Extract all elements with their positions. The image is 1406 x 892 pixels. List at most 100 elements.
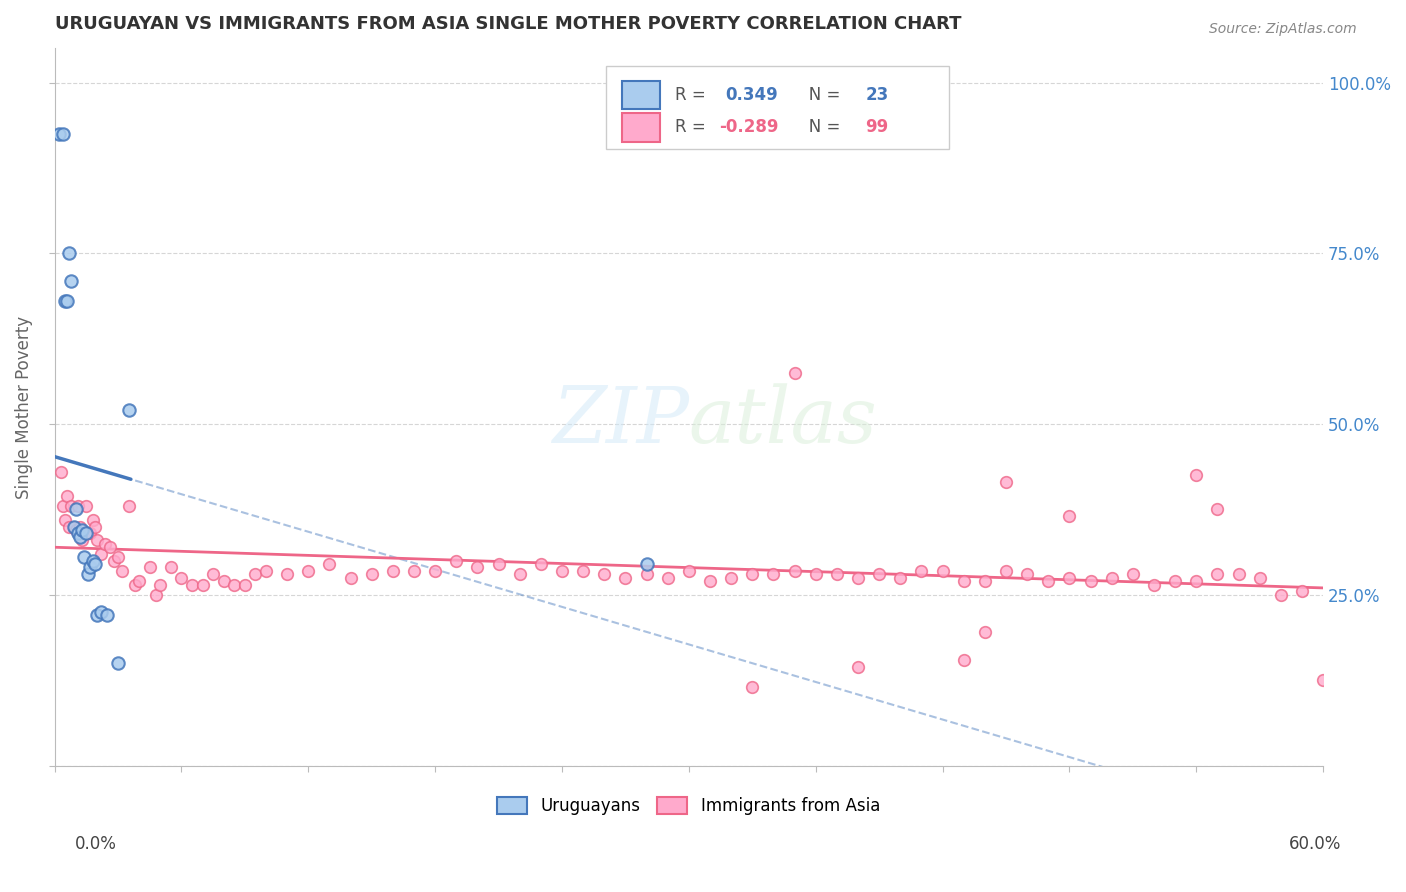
Point bbox=[94, 536, 117, 550]
Point bbox=[60, 274, 83, 288]
Point bbox=[52, 499, 75, 513]
Point bbox=[58, 246, 80, 260]
Point bbox=[202, 567, 225, 582]
Point bbox=[49, 465, 72, 479]
Text: 0.349: 0.349 bbox=[725, 86, 779, 104]
Point bbox=[56, 294, 79, 309]
Point bbox=[69, 519, 91, 533]
Point bbox=[1227, 567, 1250, 582]
Point bbox=[509, 567, 531, 582]
Point bbox=[1143, 577, 1166, 591]
Point bbox=[339, 571, 361, 585]
Point bbox=[636, 567, 658, 582]
Point bbox=[73, 526, 96, 541]
Text: Source: ZipAtlas.com: Source: ZipAtlas.com bbox=[1209, 22, 1357, 37]
FancyBboxPatch shape bbox=[606, 66, 949, 149]
Point bbox=[96, 608, 118, 623]
Point bbox=[77, 567, 100, 582]
Point bbox=[1206, 567, 1229, 582]
Text: -0.289: -0.289 bbox=[720, 119, 779, 136]
Point bbox=[318, 557, 340, 571]
Point bbox=[53, 294, 76, 309]
Point bbox=[994, 564, 1017, 578]
Point bbox=[90, 605, 112, 619]
Point bbox=[73, 550, 96, 565]
Point bbox=[381, 564, 404, 578]
Point bbox=[128, 574, 150, 589]
Point bbox=[952, 574, 974, 589]
Point bbox=[90, 547, 112, 561]
Point bbox=[973, 625, 995, 640]
Point bbox=[1249, 571, 1271, 585]
Point bbox=[741, 680, 763, 694]
Point bbox=[276, 567, 298, 582]
Point bbox=[224, 577, 246, 591]
Point bbox=[741, 567, 763, 582]
Point bbox=[233, 577, 256, 591]
Point bbox=[1017, 567, 1039, 582]
Point bbox=[69, 530, 91, 544]
Point bbox=[159, 560, 181, 574]
Point bbox=[825, 567, 848, 582]
Point bbox=[124, 577, 146, 591]
Point bbox=[889, 571, 911, 585]
Point bbox=[1101, 571, 1123, 585]
Point bbox=[170, 571, 193, 585]
Point bbox=[572, 564, 595, 578]
Point bbox=[1206, 502, 1229, 516]
Point bbox=[111, 564, 134, 578]
Point bbox=[86, 608, 108, 623]
Point bbox=[75, 499, 97, 513]
Point bbox=[79, 526, 101, 541]
Point bbox=[1059, 571, 1081, 585]
Legend: Uruguayans, Immigrants from Asia: Uruguayans, Immigrants from Asia bbox=[491, 790, 887, 822]
Point bbox=[614, 571, 637, 585]
Point bbox=[62, 519, 84, 533]
Point bbox=[52, 127, 75, 141]
Point bbox=[1312, 673, 1334, 688]
Point bbox=[48, 127, 70, 141]
Point bbox=[846, 571, 869, 585]
Bar bbox=[621, 80, 659, 110]
Point bbox=[1185, 468, 1208, 483]
Point bbox=[60, 499, 83, 513]
Point bbox=[65, 502, 87, 516]
Text: 60.0%: 60.0% bbox=[1288, 835, 1341, 853]
Point bbox=[1080, 574, 1102, 589]
Point bbox=[1038, 574, 1060, 589]
Point bbox=[1185, 574, 1208, 589]
Point bbox=[297, 564, 319, 578]
Point bbox=[107, 656, 129, 670]
Point bbox=[70, 533, 93, 548]
Point bbox=[868, 567, 890, 582]
Text: atlas: atlas bbox=[689, 384, 877, 459]
Y-axis label: Single Mother Poverty: Single Mother Poverty bbox=[15, 316, 32, 499]
Point bbox=[75, 526, 97, 541]
Point bbox=[191, 577, 214, 591]
Point bbox=[86, 533, 108, 548]
Point bbox=[952, 653, 974, 667]
Point bbox=[423, 564, 446, 578]
Point bbox=[467, 560, 489, 574]
Point bbox=[62, 519, 84, 533]
Point bbox=[783, 564, 806, 578]
Point bbox=[593, 567, 616, 582]
Point bbox=[70, 523, 93, 537]
Point bbox=[79, 560, 101, 574]
Point bbox=[77, 526, 100, 541]
Point bbox=[66, 526, 89, 541]
Point bbox=[138, 560, 160, 574]
Point bbox=[446, 554, 468, 568]
Point bbox=[657, 571, 679, 585]
Point bbox=[1291, 584, 1313, 599]
Point bbox=[931, 564, 953, 578]
Point bbox=[488, 557, 510, 571]
Text: R =: R = bbox=[675, 119, 711, 136]
Point bbox=[53, 513, 76, 527]
Point bbox=[117, 499, 139, 513]
Text: ZIP: ZIP bbox=[551, 384, 689, 459]
Point bbox=[1059, 509, 1081, 524]
Point bbox=[360, 567, 382, 582]
Point bbox=[1164, 574, 1187, 589]
Point bbox=[83, 557, 105, 571]
